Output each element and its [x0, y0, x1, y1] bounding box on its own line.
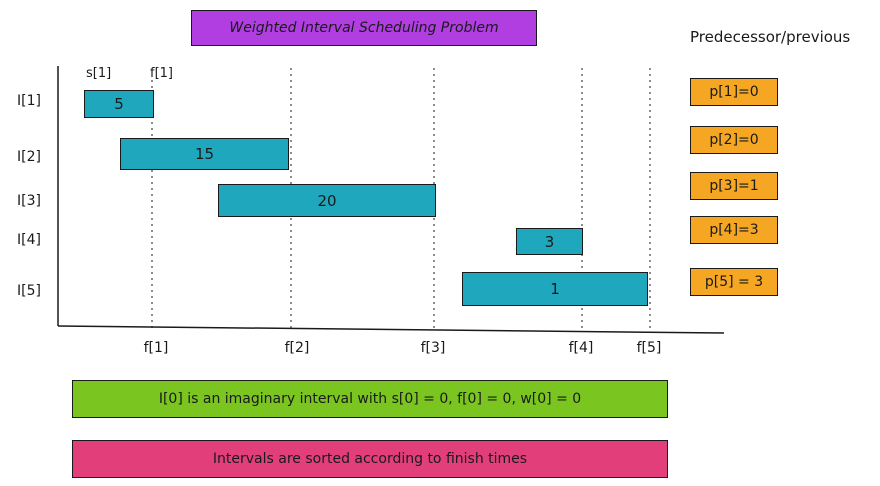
interval-bar-3: 20 — [218, 184, 436, 217]
finish-label-5: f[5] — [636, 340, 662, 356]
finish-label-1: f[1] — [143, 340, 169, 356]
predecessor-title: Predecessor/previous — [690, 28, 851, 46]
finish-label-3: f[3] — [420, 340, 446, 356]
interval-label-3: I[3] — [17, 193, 41, 209]
predecessor-box-4: p[4]=3 — [690, 216, 778, 244]
predecessor-box-2: p[2]=0 — [690, 126, 778, 154]
finish-label-4: f[4] — [568, 340, 594, 356]
s1-label: s[1] — [86, 66, 112, 81]
predecessor-box-5: p[5] = 3 — [690, 268, 778, 296]
interval-bar-2: 15 — [120, 138, 289, 170]
predecessor-box-1: p[1]=0 — [690, 78, 778, 106]
x-axis — [57, 325, 725, 334]
imaginary-interval-note: I[0] is an imaginary interval with s[0] … — [72, 380, 668, 418]
interval-label-2: I[2] — [17, 149, 41, 165]
finish-label-2: f[2] — [284, 340, 310, 356]
f1-top-label: f[1] — [150, 66, 173, 81]
predecessor-box-3: p[3]=1 — [690, 172, 778, 200]
interval-label-4: I[4] — [17, 232, 41, 248]
interval-label-5: I[5] — [17, 283, 41, 299]
sorted-intervals-note: Intervals are sorted according to finish… — [72, 440, 668, 478]
interval-label-1: I[1] — [17, 93, 41, 109]
diagram-title: Weighted Interval Scheduling Problem — [191, 10, 537, 46]
interval-bar-4: 3 — [516, 228, 583, 255]
interval-bar-1: 5 — [84, 90, 154, 118]
interval-bar-5: 1 — [462, 272, 648, 306]
